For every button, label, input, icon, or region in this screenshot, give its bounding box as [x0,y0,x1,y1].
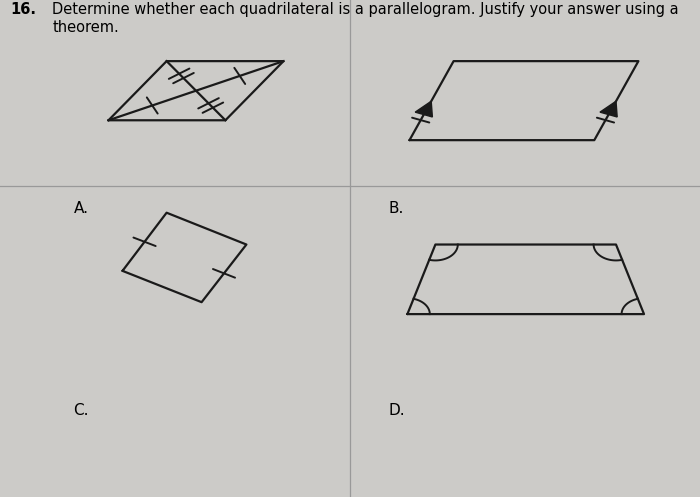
Text: B.: B. [389,201,404,216]
Text: 16.: 16. [10,2,36,17]
Text: C.: C. [74,403,89,417]
Text: D.: D. [389,403,405,417]
Text: A.: A. [74,201,88,216]
Text: Determine whether each quadrilateral is a parallelogram. Justify your answer usi: Determine whether each quadrilateral is … [52,2,679,35]
Polygon shape [600,101,617,117]
Polygon shape [415,101,433,117]
